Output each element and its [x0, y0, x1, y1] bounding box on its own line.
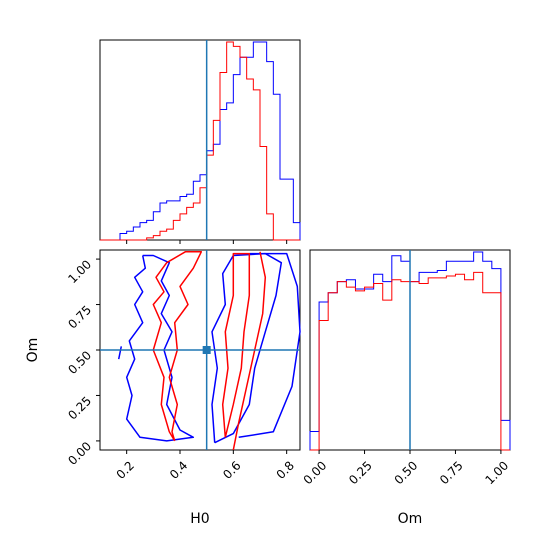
- h0-histogram-series: [100, 41, 301, 241]
- hist-top-series-1: [100, 41, 300, 241]
- y-tick-label-1: 0.25: [65, 394, 94, 423]
- om-x-tick-label-3: 0.75: [437, 458, 466, 487]
- x-tick-label-1: 0.4: [167, 458, 190, 481]
- h0-histogram-frame: [99, 39, 301, 241]
- y-tick-label-4: 1.00: [65, 257, 94, 286]
- contour-0-0: [125, 254, 195, 442]
- om-histogram-series: [309, 251, 511, 451]
- y-tick-label-3: 0.75: [65, 303, 94, 332]
- y-tick-label-2: 0.50: [65, 348, 94, 377]
- om-x-tick-label-4: 1.00: [482, 458, 511, 487]
- contour-0-3: [117, 346, 123, 360]
- om-x-tick-label-2: 0.50: [392, 458, 421, 487]
- om-x-tick-label-0: 0.00: [301, 458, 330, 487]
- contour-0-2: [238, 252, 301, 439]
- y-axis-label-om: Om: [25, 338, 41, 363]
- h0-om-contour-panel: 0.2 0.4 0.6 0.8 0.00 0.25 0.50 0.75 1.00 H0 Om: [25, 249, 301, 527]
- contour-1-0: [152, 251, 203, 442]
- x-tick-label-3: 0.8: [274, 458, 297, 481]
- om-histogram-ticks: 0.00 0.25 0.50 0.75 1.00: [301, 450, 511, 487]
- truth-marker: [202, 346, 211, 354]
- x-tick-label-2: 0.6: [220, 458, 243, 481]
- x-tick-label-0: 0.2: [114, 458, 137, 481]
- h0-histogram-ticks: [126, 240, 288, 244]
- om-x-tick-label-1: 0.25: [346, 458, 375, 487]
- hist-top-series-0: [100, 41, 301, 241]
- x-axis-label-h0: H0: [190, 511, 209, 527]
- x-axis-label-om: Om: [398, 511, 423, 527]
- contour-0-1: [211, 252, 283, 444]
- om-histogram-panel: 0.00 0.25 0.50 0.75 1.00 Om: [301, 249, 511, 527]
- h0-histogram-panel: [99, 39, 301, 244]
- y-tick-label-0: 0.00: [65, 439, 94, 468]
- hist-right-series-1: [310, 271, 510, 451]
- contour-1-1: [221, 252, 251, 438]
